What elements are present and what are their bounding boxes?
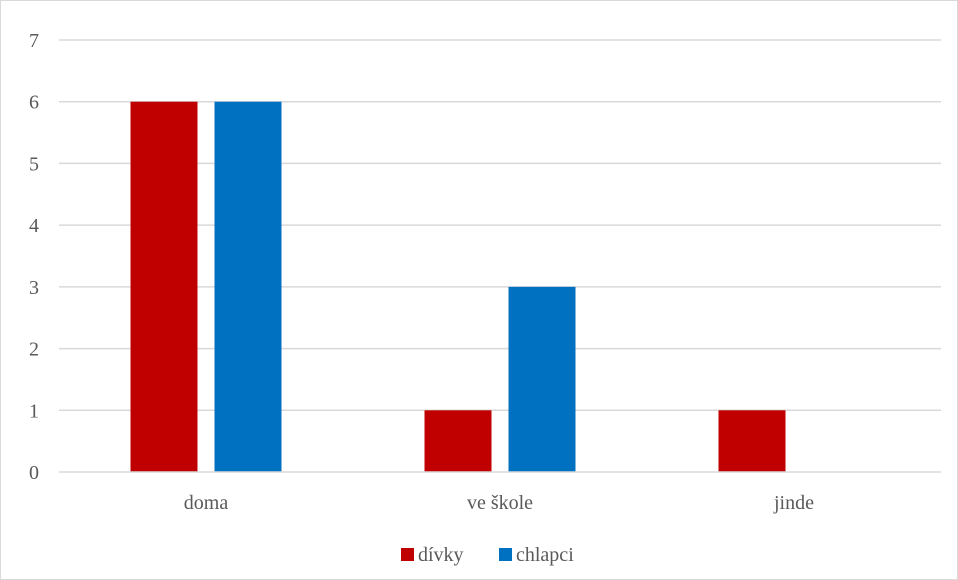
bar-divky-1	[424, 410, 492, 472]
bar-divky-2	[718, 410, 786, 472]
bar-chlapci-1	[508, 286, 576, 472]
y-tick-label: 2	[29, 339, 39, 361]
legend-label: chlapci	[516, 544, 574, 566]
y-tick-label: 6	[29, 92, 39, 114]
gridlines	[59, 39, 941, 412]
x-category-label: ve škole	[467, 492, 533, 514]
bar-chlapci-0	[214, 101, 282, 472]
y-tick-label: 5	[29, 153, 39, 175]
y-tick-label: 1	[29, 400, 39, 422]
legend-swatch	[499, 548, 512, 561]
legend: dívky chlapci	[401, 544, 574, 566]
y-tick-label: 3	[29, 277, 39, 299]
y-tick-label: 4	[29, 215, 39, 237]
bar-divky-0	[130, 101, 198, 472]
x-category-label: doma	[184, 492, 229, 514]
x-category-label: jinde	[773, 492, 814, 514]
y-axis-tick-labels: 0 1 2 3 4 5 6 7	[29, 30, 39, 484]
bars	[130, 101, 786, 472]
legend-label: dívky	[418, 544, 464, 566]
legend-swatch	[401, 548, 414, 561]
x-axis-category-labels: doma ve škole jinde	[184, 492, 814, 514]
y-tick-label: 0	[29, 462, 39, 484]
y-tick-label: 7	[29, 30, 39, 52]
